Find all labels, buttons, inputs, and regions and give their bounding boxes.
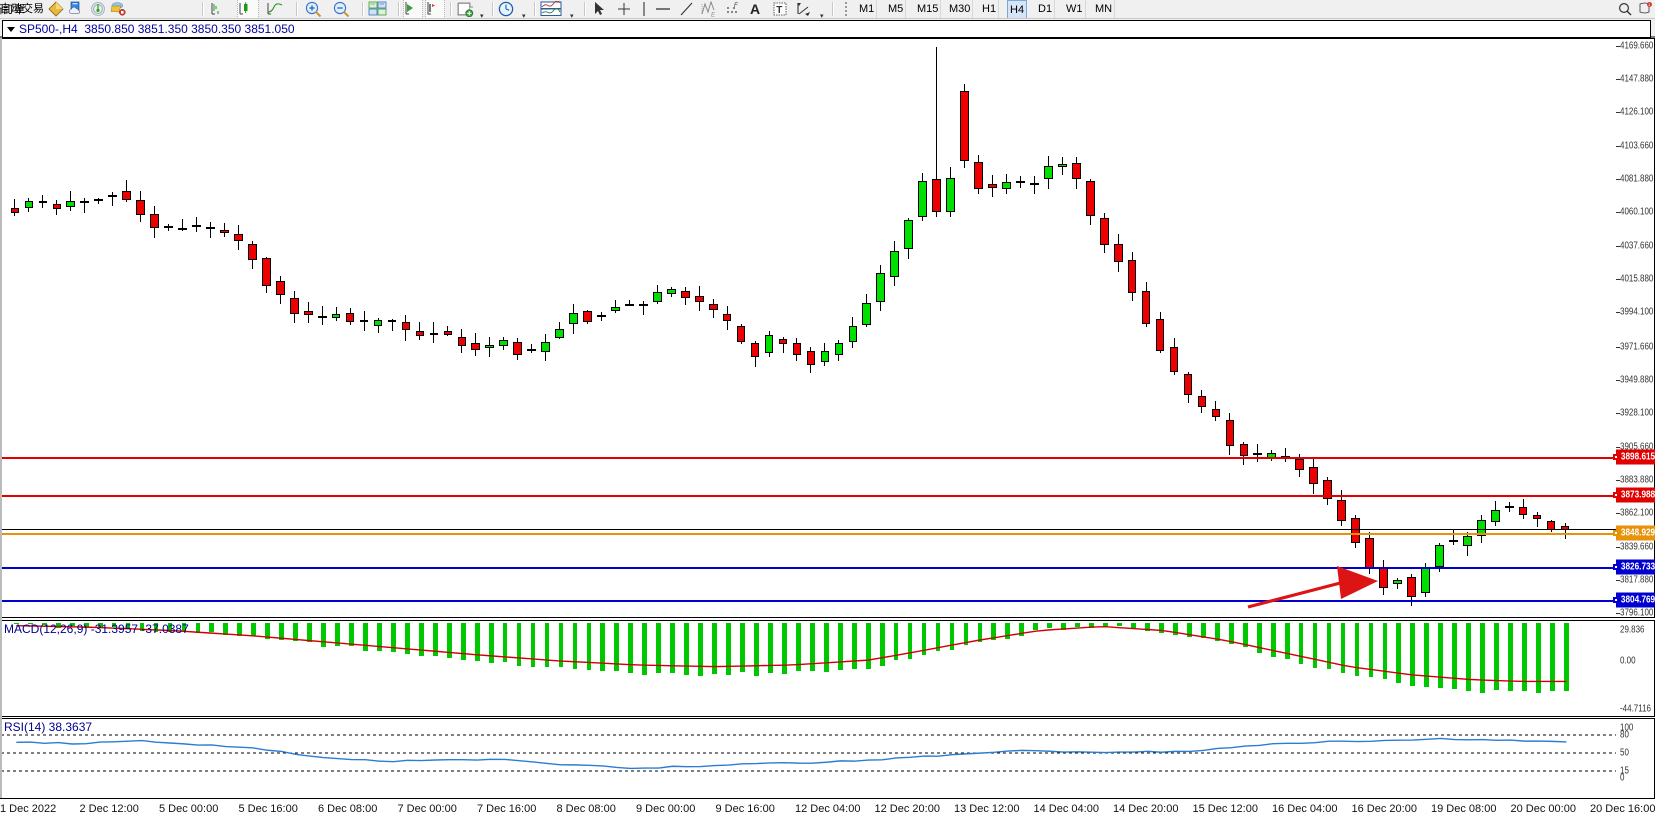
svg-text:T: T: [776, 5, 782, 16]
svg-text:E: E: [711, 13, 716, 18]
svg-text:F: F: [734, 3, 738, 9]
